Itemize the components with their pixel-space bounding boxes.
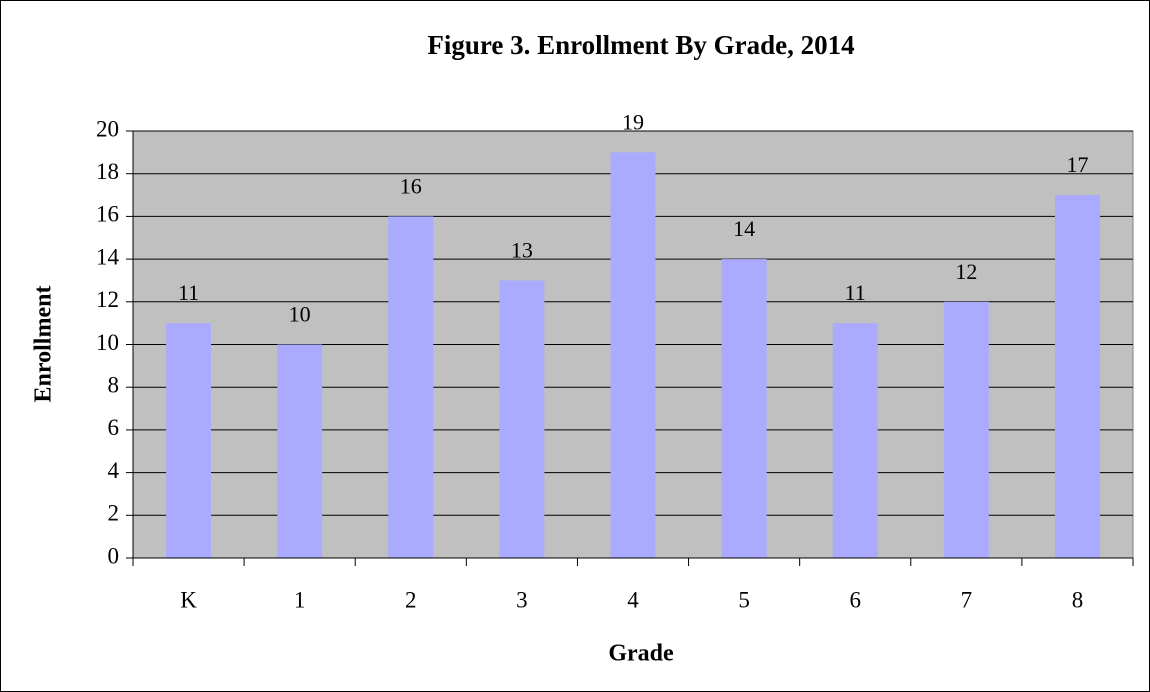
y-tick-label: 0 xyxy=(108,543,120,568)
bar xyxy=(277,344,323,558)
chart-title: Figure 3. Enrollment By Grade, 2014 xyxy=(427,30,854,60)
x-tick-label: 3 xyxy=(516,587,528,612)
x-tick-label: 6 xyxy=(849,587,861,612)
data-label: 11 xyxy=(845,280,866,305)
y-tick-label: 8 xyxy=(108,372,120,397)
y-tick-label: 4 xyxy=(108,458,120,483)
x-tick-label: 1 xyxy=(294,587,306,612)
bar xyxy=(499,280,545,558)
y-tick-label: 16 xyxy=(96,202,119,227)
bar xyxy=(166,323,212,558)
y-tick-label: 18 xyxy=(96,159,119,184)
y-tick-label: 6 xyxy=(108,415,120,440)
bar xyxy=(943,301,989,558)
bar xyxy=(832,323,878,558)
data-label: 12 xyxy=(955,259,977,284)
x-tick-label: K xyxy=(180,587,197,612)
y-tick-label: 12 xyxy=(96,287,119,312)
bar xyxy=(721,259,767,558)
x-tick-label: 7 xyxy=(961,587,973,612)
y-axis-label: Enrollment xyxy=(31,286,57,403)
y-tick-label: 14 xyxy=(96,244,120,269)
x-tick-label: 8 xyxy=(1072,587,1084,612)
y-tick-label: 2 xyxy=(108,501,120,526)
data-label: 17 xyxy=(1066,152,1088,177)
y-tick-label: 20 xyxy=(96,116,119,141)
data-label: 11 xyxy=(178,280,199,305)
y-tick-label: 10 xyxy=(96,330,119,355)
data-label: 19 xyxy=(622,109,644,134)
data-label: 10 xyxy=(289,302,311,327)
bar xyxy=(388,216,434,558)
data-label: 16 xyxy=(400,173,422,198)
x-tick-label: 2 xyxy=(405,587,417,612)
bar xyxy=(1054,195,1100,559)
data-label: 14 xyxy=(733,216,755,241)
bar xyxy=(610,152,656,558)
data-label: 13 xyxy=(511,237,533,262)
x-axis-label: Grade xyxy=(608,641,674,667)
x-tick-label: 4 xyxy=(627,587,639,612)
x-tick-label: 5 xyxy=(738,587,750,612)
